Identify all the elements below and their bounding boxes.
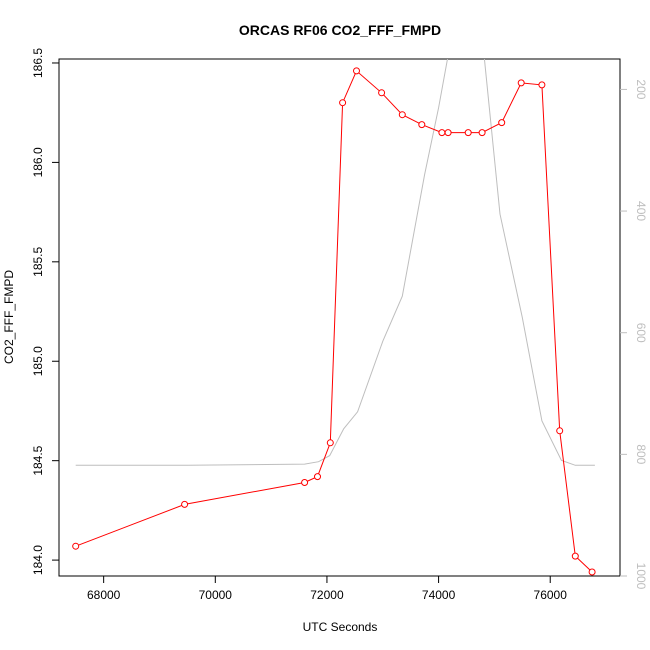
x-axis: 68000 70000 72000 74000 76000	[87, 576, 567, 602]
co2-data-point	[478, 129, 486, 137]
x-tick-label: 68000	[87, 588, 121, 602]
y-tick-label: 185.0	[31, 346, 45, 376]
co2-data-point	[72, 542, 80, 550]
plot-frame	[58, 58, 621, 577]
co2-data-point	[538, 81, 546, 89]
x-tick-label: 74000	[422, 588, 456, 602]
co2-data-point	[398, 111, 406, 119]
right-axis-series-line	[75, 59, 595, 466]
y-tick-label: 186.5	[31, 48, 45, 78]
right-y-tick-label: 600	[634, 323, 648, 343]
y-tick-label: 184.0	[31, 545, 45, 575]
y-tick-label: 185.5	[31, 246, 45, 276]
right-y-tick-label: 800	[634, 444, 648, 464]
right-axis-series	[75, 59, 595, 466]
co2-data-point	[326, 439, 334, 447]
y-axis-label: CO2_FFF_FMPD	[2, 270, 16, 364]
co2-data-point	[571, 552, 579, 560]
co2-data-point	[588, 568, 596, 576]
co2-series	[72, 67, 596, 576]
x-tick-label: 76000	[534, 588, 568, 602]
x-tick-label: 70000	[199, 588, 233, 602]
co2-data-point	[556, 427, 564, 435]
chart-title: ORCAS RF06 CO2_FFF_FMPD	[239, 22, 441, 38]
co2-data-point	[517, 79, 525, 87]
co2-data-point	[378, 89, 386, 97]
co2-data-point	[339, 99, 347, 107]
right-y-tick-label: 400	[634, 201, 648, 221]
co2-series-line	[75, 70, 593, 573]
co2-data-point	[464, 129, 472, 137]
x-axis-label: UTC Seconds	[303, 620, 378, 634]
co2-data-point	[438, 129, 446, 137]
right-y-tick-label: 200	[634, 79, 648, 99]
y-tick-label: 184.5	[31, 445, 45, 475]
right-y-tick-label: 1000	[634, 563, 648, 590]
co2-data-point	[181, 500, 189, 508]
y-tick-label: 186.0	[31, 147, 45, 177]
right-y-axis: 200 400 600 800 1000	[620, 79, 648, 590]
x-tick-label: 72000	[310, 588, 344, 602]
y-axis: 184.0 184.5 185.0 185.5 186.0 186.5	[31, 48, 59, 575]
co2-data-point	[498, 119, 506, 127]
co2-data-point	[301, 479, 309, 486]
co2-data-point	[353, 67, 360, 75]
co2-data-point	[444, 129, 452, 137]
co2-data-point	[314, 473, 321, 481]
co2-data-point	[418, 121, 426, 129]
